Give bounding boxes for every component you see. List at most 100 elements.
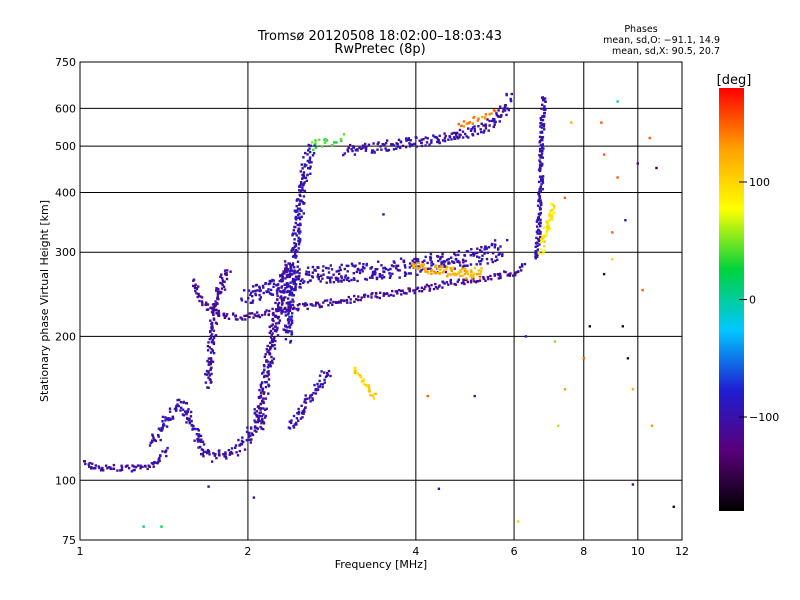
echo-point <box>354 367 357 370</box>
echo-point <box>270 343 274 347</box>
echo-point <box>438 134 441 137</box>
echo-point <box>199 445 202 449</box>
echo-point <box>476 132 480 136</box>
echo-point <box>335 278 338 281</box>
echo-point <box>238 443 242 447</box>
echo-point <box>380 264 383 267</box>
echo-point <box>436 287 439 290</box>
echo-point <box>270 340 274 343</box>
echo-point <box>291 262 295 265</box>
echo-point <box>284 314 287 317</box>
echo-point <box>378 273 381 276</box>
echo-point <box>469 269 473 272</box>
echo-point <box>453 252 456 255</box>
echo-point <box>376 148 379 151</box>
echo-point <box>473 280 476 283</box>
echo-point <box>631 483 635 486</box>
echo-point <box>382 213 385 216</box>
echo-point <box>217 453 221 456</box>
echo-point <box>159 454 162 457</box>
x-tick-labels: 1 2 4 6 8 10 12 <box>77 545 690 558</box>
echo-point <box>384 142 388 145</box>
echo-point <box>295 234 298 237</box>
echo-point <box>536 248 539 251</box>
echo-point <box>497 277 500 280</box>
echo-point <box>263 368 266 371</box>
echo-point <box>429 256 432 259</box>
echo-point <box>434 286 438 289</box>
echo-point <box>351 149 354 153</box>
echo-point <box>294 285 297 288</box>
echo-point <box>407 287 410 290</box>
echo-point <box>231 452 234 455</box>
echo-point <box>480 250 483 253</box>
echo-point <box>265 407 268 410</box>
echo-point <box>98 466 101 470</box>
echo-point <box>387 148 391 152</box>
echo-point <box>175 404 178 408</box>
y-tick-label: 400 <box>55 186 76 199</box>
echo-point <box>199 440 202 443</box>
echo-point <box>295 421 298 425</box>
echo-point <box>539 218 542 221</box>
echo-point <box>358 262 361 265</box>
chart-subtitle: RwPretec (8p) <box>334 42 425 57</box>
echo-point <box>197 446 200 449</box>
echo-point <box>469 129 473 132</box>
echo-point <box>148 444 152 447</box>
echo-point <box>482 277 486 280</box>
echo-point <box>195 287 199 291</box>
echo-point <box>454 273 457 277</box>
echo-point <box>318 303 321 306</box>
echo-point <box>295 417 299 420</box>
echo-point <box>362 378 365 381</box>
echo-point <box>412 289 415 292</box>
echo-point <box>451 266 455 269</box>
echo-point <box>355 298 358 301</box>
echo-point <box>107 466 111 469</box>
echo-point <box>290 330 293 333</box>
echo-point <box>330 268 334 271</box>
echo-point <box>358 146 361 150</box>
echo-point <box>294 225 297 229</box>
echo-point <box>280 285 284 288</box>
echo-point <box>353 300 356 303</box>
echo-point <box>483 248 486 251</box>
echo-point <box>197 285 200 288</box>
echo-point <box>272 282 276 285</box>
echo-point <box>299 170 302 173</box>
echo-point <box>539 163 542 166</box>
phases-heading: Phases <box>624 24 657 35</box>
echo-point <box>538 148 542 151</box>
echo-point <box>292 282 295 285</box>
echo-point <box>298 207 302 210</box>
echo-point <box>201 452 204 455</box>
echo-point <box>317 385 320 388</box>
echo-point <box>147 464 150 467</box>
echo-point <box>442 269 446 272</box>
echo-point <box>302 171 306 174</box>
echo-point <box>109 466 112 469</box>
echo-point <box>495 112 498 115</box>
echo-point <box>288 325 291 328</box>
echo-point <box>416 286 420 289</box>
echo-point <box>264 408 267 411</box>
echo-point <box>346 270 349 273</box>
echo-point <box>259 289 262 292</box>
echo-point <box>101 466 104 470</box>
echo-point <box>484 127 488 130</box>
echo-point <box>420 141 423 144</box>
echo-point <box>260 427 263 430</box>
echo-point <box>439 256 442 259</box>
echo-point <box>197 433 201 436</box>
echo-point <box>462 280 465 284</box>
echo-point <box>277 305 280 308</box>
echo-point <box>371 274 374 278</box>
echo-point <box>268 365 271 368</box>
echo-point <box>339 268 342 272</box>
echo-point <box>538 239 541 243</box>
echo-point <box>227 449 230 452</box>
echo-point <box>277 321 280 325</box>
echo-point <box>306 281 310 284</box>
